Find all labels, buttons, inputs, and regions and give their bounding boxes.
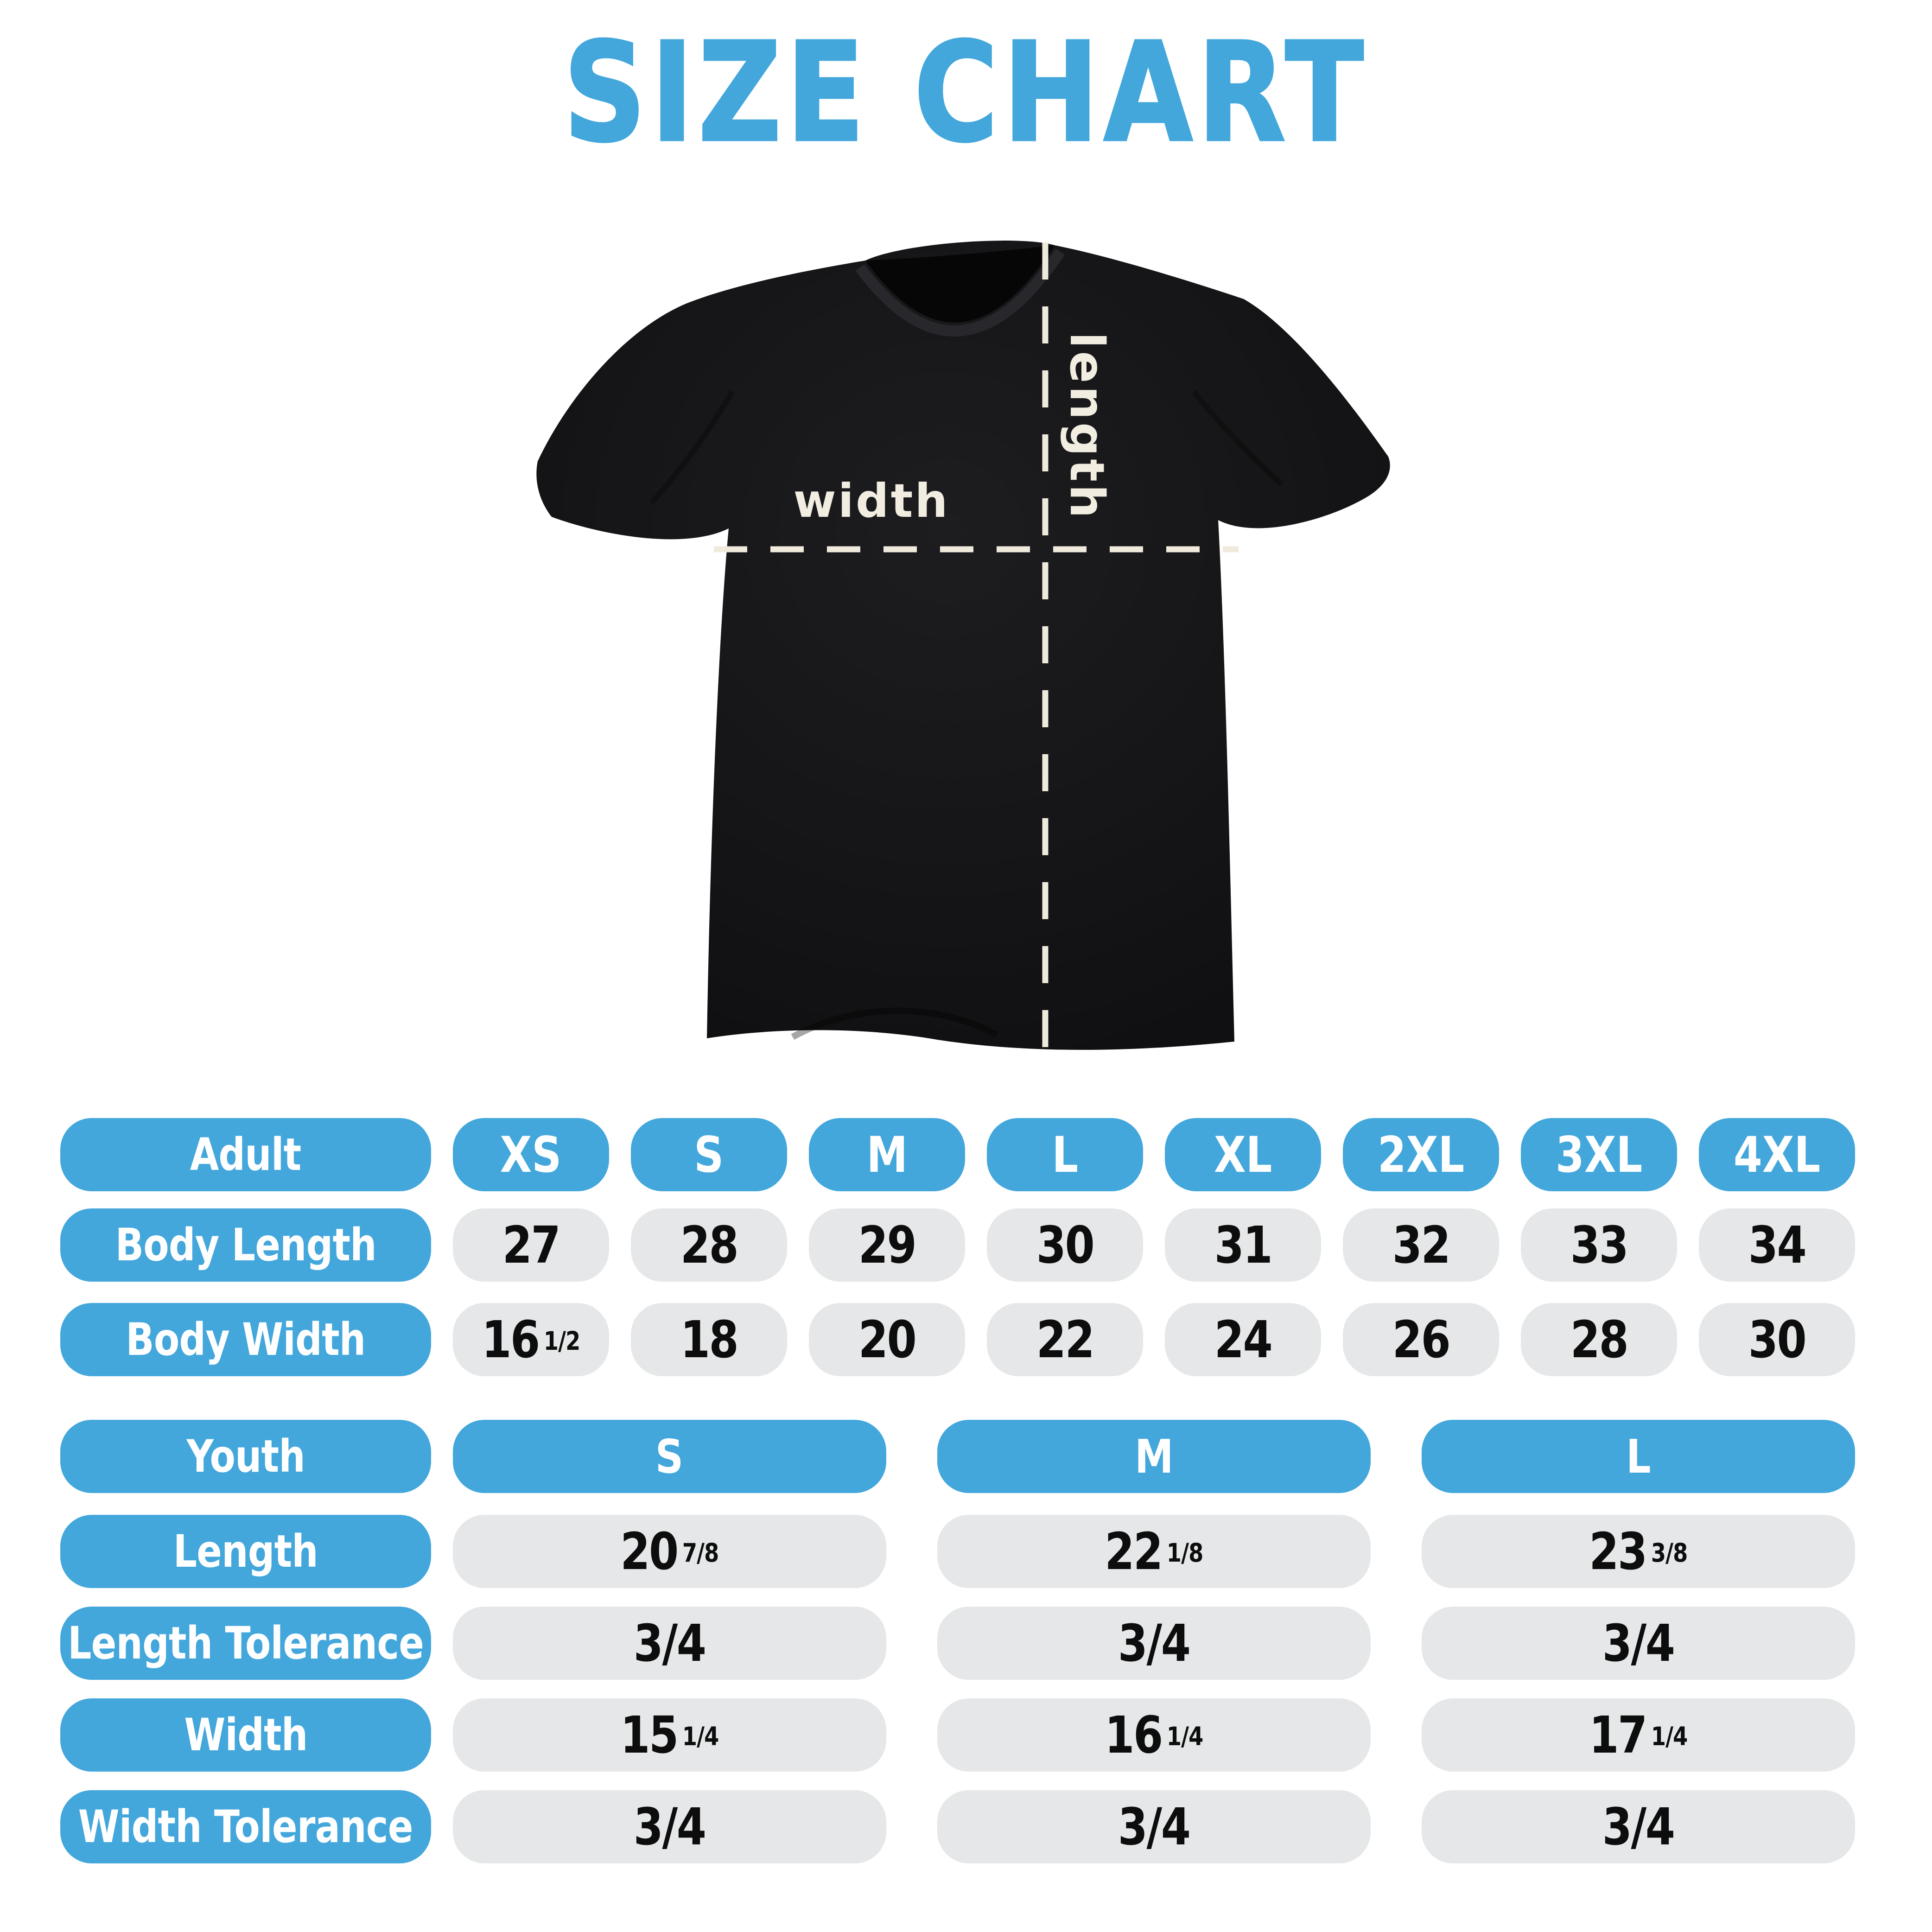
youth-width-label: Width	[60, 1698, 431, 1772]
youth-width-s: 15 1/4	[453, 1698, 886, 1772]
sleeve-crease-left	[649, 390, 735, 505]
tshirt-svg: width length	[536, 241, 1390, 1051]
youth-length-m: 22 1/8	[937, 1515, 1371, 1588]
length-measure-label: length	[1059, 332, 1114, 521]
adult-size-s: S	[631, 1118, 787, 1191]
body-length-2xl: 32	[1343, 1208, 1499, 1282]
body-width-m: 20	[809, 1303, 965, 1376]
youth-length-l: 23 3/8	[1422, 1515, 1855, 1588]
youth-size-l: L	[1422, 1420, 1855, 1493]
body-width-xl: 24	[1165, 1303, 1321, 1376]
youth-header-row: Youth S M L	[60, 1420, 1855, 1493]
adult-size-xs: XS	[453, 1118, 609, 1191]
youth-size-table: Youth S M L Length 20 7/8 22 1/8 23 3/8 Len…	[60, 1420, 1855, 1863]
body-length-3xl: 33	[1521, 1208, 1677, 1282]
adult-header-row: Adult XS S M L XL 2XL 3XL 4XL	[60, 1118, 1855, 1191]
body-width-s: 18	[631, 1303, 787, 1376]
adult-size-3xl: 3XL	[1521, 1118, 1677, 1191]
youth-width-tolerance-s: 3/4	[453, 1790, 886, 1863]
tshirt-diagram: width length	[533, 239, 1391, 1055]
youth-header-label: Youth	[60, 1420, 431, 1493]
hem-fold-shadow	[791, 1007, 998, 1040]
youth-length-tolerance-row: Length Tolerance 3/4 3/4 3/4	[60, 1607, 1855, 1680]
youth-length-tolerance-m: 3/4	[937, 1607, 1371, 1680]
adult-size-l: L	[987, 1118, 1143, 1191]
body-width-3xl: 28	[1521, 1303, 1677, 1376]
body-length-l: 30	[987, 1208, 1143, 1282]
youth-length-tolerance-s: 3/4	[453, 1607, 886, 1680]
adult-body-width-row: Body Width 16 1/2 18 20 22 24 26 28 30	[60, 1303, 1855, 1376]
adult-body-length-label: Body Length	[60, 1208, 431, 1282]
youth-width-row: Width 15 1/4 16 1/4 17 1/4	[60, 1698, 1855, 1772]
body-width-4xl: 30	[1699, 1303, 1855, 1376]
width-measure-label: width	[793, 474, 949, 528]
adult-body-width-label: Body Width	[60, 1303, 431, 1376]
youth-width-tolerance-row: Width Tolerance 3/4 3/4 3/4	[60, 1790, 1855, 1863]
youth-size-s: S	[453, 1420, 886, 1493]
page-title-text: SIZE CHART	[563, 13, 1369, 172]
sleeve-crease-right	[1191, 390, 1284, 487]
body-width-xs: 16 1/2	[453, 1303, 609, 1376]
adult-size-table: Adult XS S M L XL 2XL 3XL 4XL Body Lengt…	[60, 1118, 1855, 1376]
youth-width-tolerance-l: 3/4	[1422, 1790, 1855, 1863]
body-length-s: 28	[631, 1208, 787, 1282]
adult-size-xl: XL	[1165, 1118, 1321, 1191]
youth-width-l: 17 1/4	[1422, 1698, 1855, 1772]
youth-length-tolerance-label: Length Tolerance	[60, 1607, 431, 1680]
page-title: SIZE CHART	[0, 13, 1932, 172]
youth-width-m: 16 1/4	[937, 1698, 1371, 1772]
youth-size-m: M	[937, 1420, 1371, 1493]
adult-size-4xl: 4XL	[1699, 1118, 1855, 1191]
youth-length-label: Length	[60, 1515, 431, 1588]
tshirt-neck-opening	[865, 245, 1055, 323]
body-width-2xl: 26	[1343, 1303, 1499, 1376]
body-width-l: 22	[987, 1303, 1143, 1376]
youth-length-tolerance-l: 3/4	[1422, 1607, 1855, 1680]
youth-length-row: Length 20 7/8 22 1/8 23 3/8	[60, 1515, 1855, 1588]
body-length-m: 29	[809, 1208, 965, 1282]
adult-size-m: M	[809, 1118, 965, 1191]
adult-size-2xl: 2XL	[1343, 1118, 1499, 1191]
body-length-xs: 27	[453, 1208, 609, 1282]
body-length-4xl: 34	[1699, 1208, 1855, 1282]
adult-body-length-row: Body Length 27 28 29 30 31 32 33 34	[60, 1208, 1855, 1282]
youth-length-s: 20 7/8	[453, 1515, 886, 1588]
youth-width-tolerance-m: 3/4	[937, 1790, 1371, 1863]
tshirt-body	[536, 241, 1390, 1050]
tshirt-collar-band	[855, 248, 1065, 337]
youth-width-tolerance-label: Width Tolerance	[60, 1790, 431, 1863]
body-length-xl: 31	[1165, 1208, 1321, 1282]
adult-header-label: Adult	[60, 1118, 431, 1191]
